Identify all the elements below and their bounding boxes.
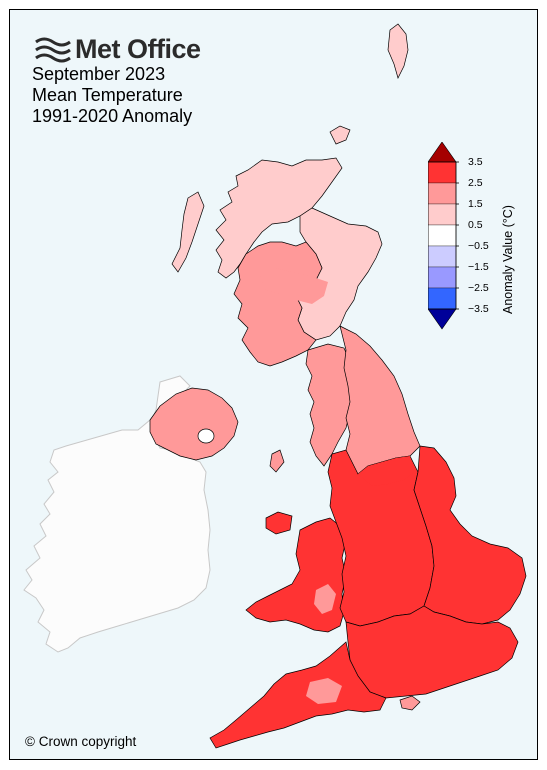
- colorbar-scale: [427, 141, 459, 330]
- colorbar-bin-neg1.5-neg0.5: [427, 245, 457, 268]
- colorbar-tick: 1.5: [468, 198, 483, 210]
- colorbar-bottom-arrow: [427, 308, 457, 330]
- ne-coastal-warm-patch: [358, 456, 414, 486]
- shetland-islands: [387, 23, 409, 79]
- met-office-wave-icon: [35, 37, 71, 62]
- sw-cooler-patch: [306, 678, 342, 704]
- western-scotland: [233, 241, 323, 367]
- colorbar-bin-2.5-3.5: [427, 161, 457, 184]
- isle-of-wight: [399, 695, 421, 711]
- northern-scotland: [215, 157, 343, 279]
- wales-cooler-patch: [314, 584, 336, 614]
- isle-of-man: [269, 449, 285, 473]
- map-title-variable: Mean Temperature: [32, 85, 183, 105]
- colorbar-tick: 0.5: [468, 219, 483, 231]
- colorbar-bin-1.5-2.5: [427, 182, 457, 205]
- south-west-england: [209, 641, 387, 749]
- north-east-england: [339, 325, 421, 475]
- met-office-logo: Met Office: [34, 34, 201, 65]
- scotland-highland-warm-patch: [260, 268, 328, 304]
- brand-name: Met Office: [75, 34, 201, 64]
- colorbar-bin-neg3.5-neg2.5: [427, 287, 457, 310]
- copyright-notice: © Crown copyright: [25, 734, 137, 749]
- ireland-landmass: [23, 375, 211, 653]
- colorbar-top-arrow: [427, 141, 457, 163]
- colorbar-tick: 3.5: [468, 156, 483, 168]
- colorbar-bin-neg2.5-neg1.5: [427, 266, 457, 289]
- colorbar-bin-neg0.5-0.5: [427, 224, 457, 247]
- colorbar-tick: −1.5: [468, 261, 489, 273]
- northern-ireland: [149, 387, 239, 461]
- map-frame: Met Office September 2023 Mean Temperatu…: [9, 9, 538, 760]
- colorbar-legend: 3.5 2.5 1.5 0.5 −0.5 −1.5 −2.5 −3.5 Anom…: [427, 141, 537, 342]
- east-anglia: [413, 445, 527, 625]
- uk-anomaly-map[interactable]: [10, 10, 538, 760]
- colorbar-tick: 2.5: [468, 177, 483, 189]
- orkney-islands: [329, 125, 351, 145]
- map-title-month: September 2023: [32, 64, 166, 84]
- colorbar-tick: −3.5: [468, 303, 489, 315]
- lough-neagh: [197, 428, 215, 444]
- colorbar-title: Anomaly Value (°C): [501, 205, 515, 314]
- anglesey: [265, 511, 293, 535]
- map-title-baseline: 1991-2020 Anomaly: [32, 106, 193, 126]
- colorbar-tick: −0.5: [468, 240, 489, 252]
- colorbar-tick: −2.5: [468, 282, 489, 294]
- hebrides: [171, 191, 205, 273]
- colorbar-bin-0.5-1.5: [427, 203, 457, 226]
- wales: [245, 517, 347, 633]
